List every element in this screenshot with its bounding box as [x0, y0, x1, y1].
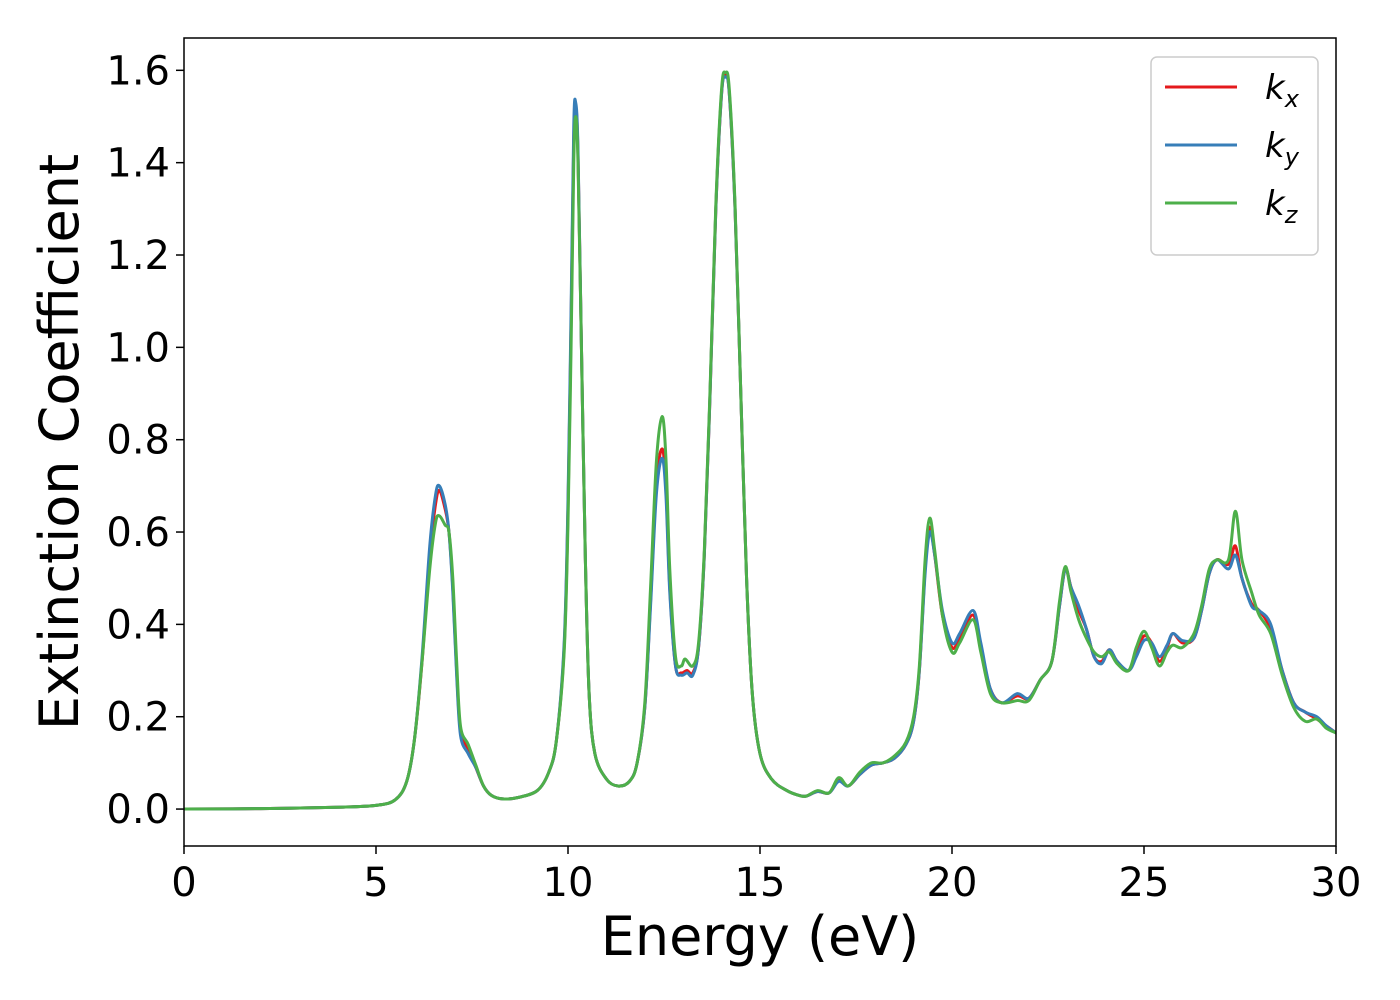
y-tick-label: 0.6 [106, 510, 170, 556]
y-tick-label: 1.6 [106, 48, 170, 94]
x-tick-label: 5 [363, 860, 388, 906]
y-tick-label: 0.4 [106, 602, 170, 648]
x-tick-label: 30 [1311, 860, 1362, 906]
y-tick-label: 1.0 [106, 325, 170, 371]
x-tick-label: 20 [927, 860, 978, 906]
y-tick-label: 0.0 [106, 787, 170, 833]
x-axis-ticks: 0 5 10 15 20 25 30 [171, 846, 1361, 906]
series-layer [184, 70, 1336, 811]
y-tick-label: 1.2 [106, 233, 170, 279]
legend-box [1150, 56, 1319, 256]
y-axis-label: Extinction Coefficient [28, 154, 91, 730]
x-tick-label: 10 [543, 860, 594, 906]
legend-label-z: kz [1265, 184, 1299, 229]
legend: kx ky kz [1150, 56, 1319, 256]
y-tick-label: 0.8 [106, 418, 170, 464]
y-tick-label: 0.2 [106, 695, 170, 741]
series-line-k-z [184, 70, 1336, 811]
x-tick-label: 25 [1119, 860, 1170, 906]
legend-label-x: kx [1265, 68, 1300, 113]
x-tick-label: 0 [171, 860, 196, 906]
legend-label-y: ky [1265, 126, 1300, 171]
y-tick-label: 1.4 [106, 141, 170, 187]
x-axis-label: Energy (eV) [601, 905, 920, 968]
x-tick-label: 15 [735, 860, 786, 906]
y-axis-ticks: 0.0 0.2 0.4 0.6 0.8 1.0 1.2 1.4 1.6 [106, 48, 184, 833]
